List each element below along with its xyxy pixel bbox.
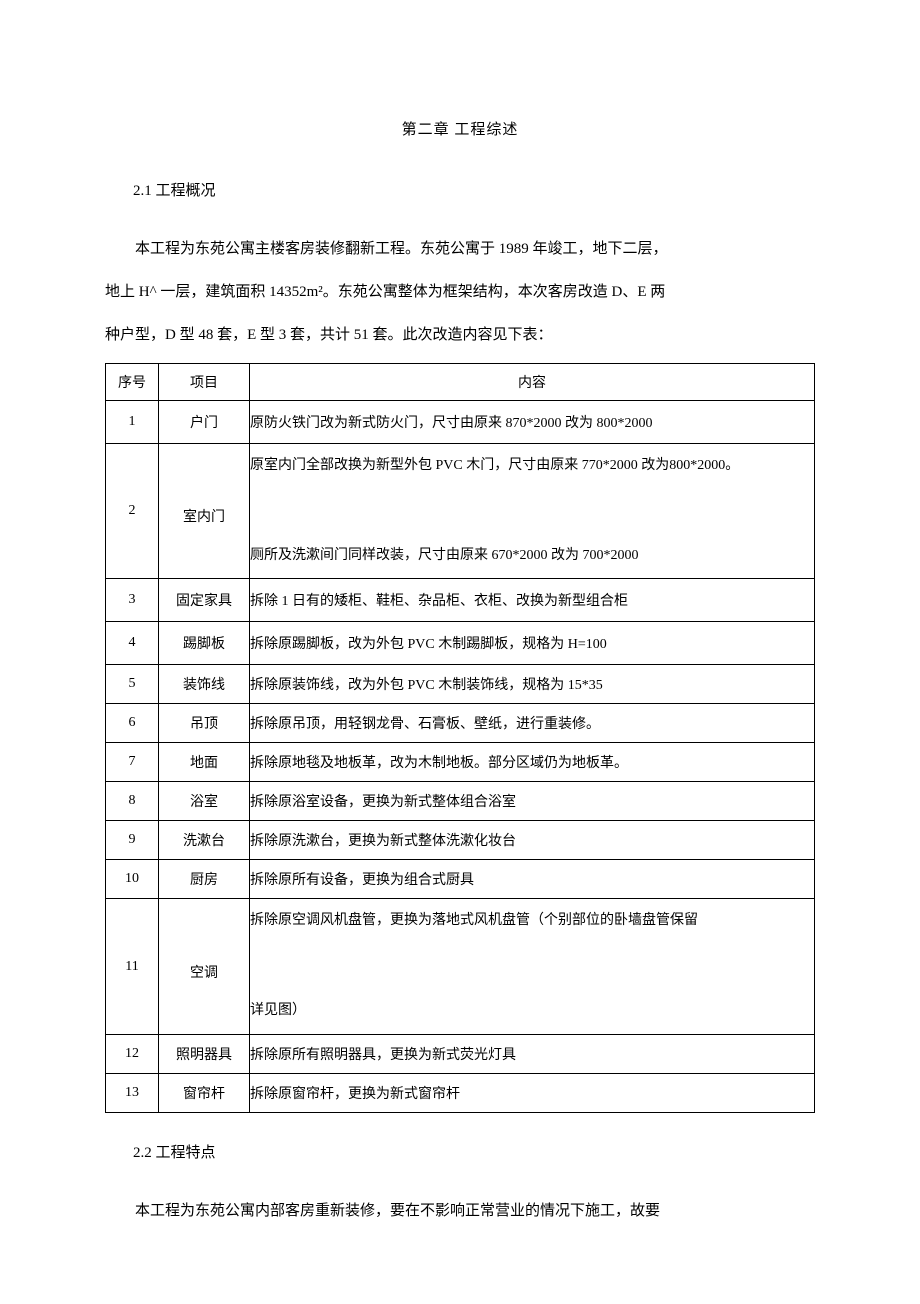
header-item: 项目 xyxy=(159,364,250,401)
header-desc: 内容 xyxy=(250,364,815,401)
cell-item: 地面 xyxy=(159,743,250,782)
cell-desc: 拆除原吊顶，用轻钢龙骨、石膏板、壁纸，进行重装修。 xyxy=(250,704,815,743)
cell-idx: 5 xyxy=(106,665,159,704)
cell-desc: 原室内门全部改换为新型外包 PVC 木门，尺寸由原来 770*2000 改为80… xyxy=(250,444,815,579)
cell-item: 踢脚板 xyxy=(159,622,250,665)
cell-desc: 拆除原所有照明器具，更换为新式荧光灯具 xyxy=(250,1034,815,1073)
table-row: 13 窗帘杆 拆除原窗帘杆，更换为新式窗帘杆 xyxy=(106,1073,815,1112)
cell-desc: 拆除原踢脚板，改为外包 PVC 木制踢脚板，规格为 H=100 xyxy=(250,622,815,665)
header-idx: 序号 xyxy=(106,364,159,401)
cell-idx: 2 xyxy=(106,444,159,579)
table-row: 7 地面 拆除原地毯及地板革，改为木制地板。部分区域仍为地板革。 xyxy=(106,743,815,782)
cell-desc: 拆除原洗漱台，更换为新式整体洗漱化妆台 xyxy=(250,821,815,860)
table-row: 2 室内门 原室内门全部改换为新型外包 PVC 木门，尺寸由原来 770*200… xyxy=(106,444,815,579)
table-header-row: 序号 项目 内容 xyxy=(106,364,815,401)
cell-desc: 原防火铁门改为新式防火门，尺寸由原来 870*2000 改为 800*2000 xyxy=(250,401,815,444)
table-row: 8 浴室 拆除原浴室设备，更换为新式整体组合浴室 xyxy=(106,782,815,821)
chapter-title: 第二章 工程综述 xyxy=(105,118,815,139)
cell-desc: 拆除 1 日有的矮柜、鞋柜、杂品柜、衣柜、改换为新型组合柜 xyxy=(250,579,815,622)
table-body: 1 户门 原防火铁门改为新式防火门，尺寸由原来 870*2000 改为 800*… xyxy=(106,401,815,1113)
cell-idx: 10 xyxy=(106,860,159,899)
cell-idx: 11 xyxy=(106,899,159,1034)
cell-item: 固定家具 xyxy=(159,579,250,622)
paragraph-1: 本工程为东苑公寓主楼客房装修翻新工程。东苑公寓于 1989 年竣工，地下二层， xyxy=(105,230,815,269)
table-row: 5 装饰线 拆除原装饰线，改为外包 PVC 木制装饰线，规格为 15*35 xyxy=(106,665,815,704)
section-heading-2-1: 2.1 工程概况 xyxy=(105,179,815,200)
cell-item: 照明器具 xyxy=(159,1034,250,1073)
cell-item: 装饰线 xyxy=(159,665,250,704)
cell-desc: 拆除原装饰线，改为外包 PVC 木制装饰线，规格为 15*35 xyxy=(250,665,815,704)
table-row: 3 固定家具 拆除 1 日有的矮柜、鞋柜、杂品柜、衣柜、改换为新型组合柜 xyxy=(106,579,815,622)
table-row: 9 洗漱台 拆除原洗漱台，更换为新式整体洗漱化妆台 xyxy=(106,821,815,860)
table-row: 6 吊顶 拆除原吊顶，用轻钢龙骨、石膏板、壁纸，进行重装修。 xyxy=(106,704,815,743)
document-page: 第二章 工程综述 2.1 工程概况 本工程为东苑公寓主楼客房装修翻新工程。东苑公… xyxy=(0,0,920,1304)
table-row: 4 踢脚板 拆除原踢脚板，改为外包 PVC 木制踢脚板，规格为 H=100 xyxy=(106,622,815,665)
table-row: 1 户门 原防火铁门改为新式防火门，尺寸由原来 870*2000 改为 800*… xyxy=(106,401,815,444)
cell-desc: 拆除原空调风机盘管，更换为落地式风机盘管（个别部位的卧墙盘管保留详见图） xyxy=(250,899,815,1034)
table-row: 10 厨房 拆除原所有设备，更换为组合式厨具 xyxy=(106,860,815,899)
renovation-table: 序号 项目 内容 1 户门 原防火铁门改为新式防火门，尺寸由原来 870*200… xyxy=(105,363,815,1113)
cell-idx: 8 xyxy=(106,782,159,821)
cell-idx: 7 xyxy=(106,743,159,782)
cell-item: 浴室 xyxy=(159,782,250,821)
cell-idx: 12 xyxy=(106,1034,159,1073)
paragraph-2: 地上 H^ 一层，建筑面积 14352m²。东苑公寓整体为框架结构，本次客房改造… xyxy=(105,273,815,312)
cell-desc: 拆除原浴室设备，更换为新式整体组合浴室 xyxy=(250,782,815,821)
cell-desc: 拆除原所有设备，更换为组合式厨具 xyxy=(250,860,815,899)
cell-idx: 6 xyxy=(106,704,159,743)
cell-item: 吊顶 xyxy=(159,704,250,743)
cell-item: 厨房 xyxy=(159,860,250,899)
cell-desc: 拆除原窗帘杆，更换为新式窗帘杆 xyxy=(250,1073,815,1112)
paragraph-4: 本工程为东苑公寓内部客房重新装修，要在不影响正常营业的情况下施工，故要 xyxy=(105,1192,815,1231)
cell-desc: 拆除原地毯及地板革，改为木制地板。部分区域仍为地板革。 xyxy=(250,743,815,782)
cell-item: 室内门 xyxy=(159,444,250,579)
cell-item: 空调 xyxy=(159,899,250,1034)
cell-item: 户门 xyxy=(159,401,250,444)
cell-idx: 9 xyxy=(106,821,159,860)
cell-idx: 4 xyxy=(106,622,159,665)
cell-item: 窗帘杆 xyxy=(159,1073,250,1112)
cell-idx: 13 xyxy=(106,1073,159,1112)
cell-item: 洗漱台 xyxy=(159,821,250,860)
table-row: 12 照明器具 拆除原所有照明器具，更换为新式荧光灯具 xyxy=(106,1034,815,1073)
table-row: 11 空调 拆除原空调风机盘管，更换为落地式风机盘管（个别部位的卧墙盘管保留详见… xyxy=(106,899,815,1034)
section-heading-2-2: 2.2 工程特点 xyxy=(105,1141,815,1162)
paragraph-3: 种户型，D 型 48 套，E 型 3 套，共计 51 套。此次改造内容见下表： xyxy=(105,316,815,355)
cell-idx: 1 xyxy=(106,401,159,444)
cell-idx: 3 xyxy=(106,579,159,622)
